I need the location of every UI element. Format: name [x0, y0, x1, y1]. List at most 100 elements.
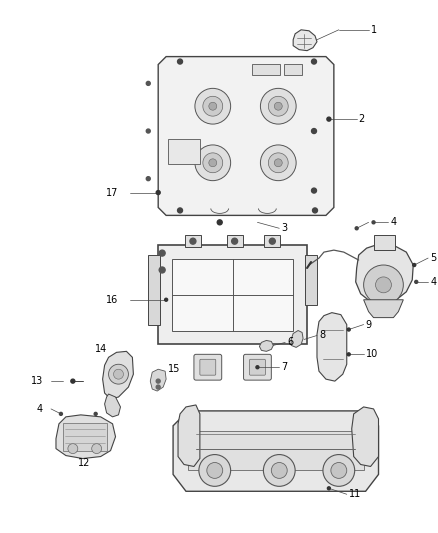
Circle shape	[177, 208, 183, 213]
Circle shape	[68, 443, 78, 454]
Text: 10: 10	[366, 349, 378, 359]
FancyBboxPatch shape	[200, 359, 216, 375]
Circle shape	[323, 455, 355, 486]
Bar	[265, 235, 280, 247]
Text: 14: 14	[95, 344, 107, 354]
Polygon shape	[259, 341, 273, 351]
Text: 3: 3	[281, 223, 287, 233]
Bar	[63, 423, 106, 450]
Circle shape	[177, 59, 183, 64]
Circle shape	[415, 280, 418, 284]
FancyBboxPatch shape	[250, 359, 265, 375]
Circle shape	[347, 328, 350, 331]
Polygon shape	[150, 369, 166, 391]
Circle shape	[156, 385, 160, 389]
Circle shape	[113, 369, 124, 379]
Bar	[252, 63, 280, 76]
Text: 6: 6	[287, 337, 293, 348]
Circle shape	[261, 88, 296, 124]
Text: 9: 9	[366, 320, 372, 329]
Polygon shape	[291, 330, 303, 348]
Circle shape	[271, 463, 287, 479]
Circle shape	[195, 88, 231, 124]
Text: 4: 4	[37, 404, 43, 414]
Text: 17: 17	[106, 188, 118, 198]
Circle shape	[199, 455, 231, 486]
Circle shape	[209, 159, 217, 167]
Circle shape	[92, 443, 102, 454]
Circle shape	[327, 487, 330, 490]
Text: 4: 4	[430, 277, 436, 287]
Circle shape	[347, 353, 350, 356]
Polygon shape	[158, 56, 334, 215]
Circle shape	[203, 96, 223, 116]
FancyBboxPatch shape	[244, 354, 271, 380]
Circle shape	[311, 59, 317, 64]
FancyBboxPatch shape	[194, 354, 222, 380]
Circle shape	[355, 227, 358, 230]
Polygon shape	[56, 415, 116, 458]
Polygon shape	[293, 30, 317, 51]
Bar	[185, 235, 201, 247]
Circle shape	[364, 265, 403, 305]
Circle shape	[156, 379, 160, 383]
Polygon shape	[364, 300, 403, 318]
Circle shape	[190, 238, 196, 244]
Circle shape	[71, 379, 75, 383]
Circle shape	[268, 153, 288, 173]
Circle shape	[146, 176, 150, 181]
Polygon shape	[352, 407, 378, 466]
Circle shape	[311, 128, 317, 133]
Circle shape	[274, 102, 282, 110]
Circle shape	[60, 413, 63, 415]
Polygon shape	[173, 411, 378, 491]
Circle shape	[207, 463, 223, 479]
Text: 8: 8	[319, 330, 325, 341]
Bar	[305, 255, 317, 305]
Circle shape	[263, 455, 295, 486]
Circle shape	[269, 238, 276, 244]
Text: 16: 16	[106, 295, 118, 305]
Circle shape	[268, 96, 288, 116]
Circle shape	[413, 263, 416, 266]
Circle shape	[159, 250, 165, 256]
Circle shape	[274, 159, 282, 167]
Circle shape	[372, 221, 375, 224]
Circle shape	[331, 463, 347, 479]
Circle shape	[146, 129, 150, 133]
Circle shape	[156, 191, 160, 195]
Text: 13: 13	[31, 376, 43, 386]
Bar	[168, 139, 200, 164]
Circle shape	[217, 220, 222, 225]
Text: 7: 7	[281, 362, 287, 372]
Polygon shape	[102, 351, 134, 399]
Bar	[158, 245, 307, 344]
Bar	[227, 235, 243, 247]
Circle shape	[146, 82, 150, 85]
Polygon shape	[356, 244, 413, 305]
Text: 11: 11	[349, 489, 361, 499]
Circle shape	[313, 208, 318, 213]
Circle shape	[209, 102, 217, 110]
Circle shape	[203, 153, 223, 173]
Circle shape	[94, 413, 97, 415]
Circle shape	[327, 117, 331, 121]
Bar	[172, 259, 293, 330]
Polygon shape	[178, 405, 200, 466]
Bar	[148, 255, 160, 325]
Bar	[188, 431, 364, 471]
Polygon shape	[317, 313, 347, 381]
Circle shape	[256, 366, 259, 369]
Text: 2: 2	[359, 114, 365, 124]
Circle shape	[109, 364, 128, 384]
Polygon shape	[105, 394, 120, 417]
Circle shape	[165, 298, 168, 301]
Circle shape	[375, 277, 392, 293]
Circle shape	[311, 188, 317, 193]
Bar	[284, 63, 302, 76]
Circle shape	[261, 145, 296, 181]
Text: 1: 1	[371, 25, 377, 35]
Text: 4: 4	[390, 217, 396, 228]
Text: 5: 5	[430, 253, 436, 263]
Circle shape	[232, 238, 237, 244]
